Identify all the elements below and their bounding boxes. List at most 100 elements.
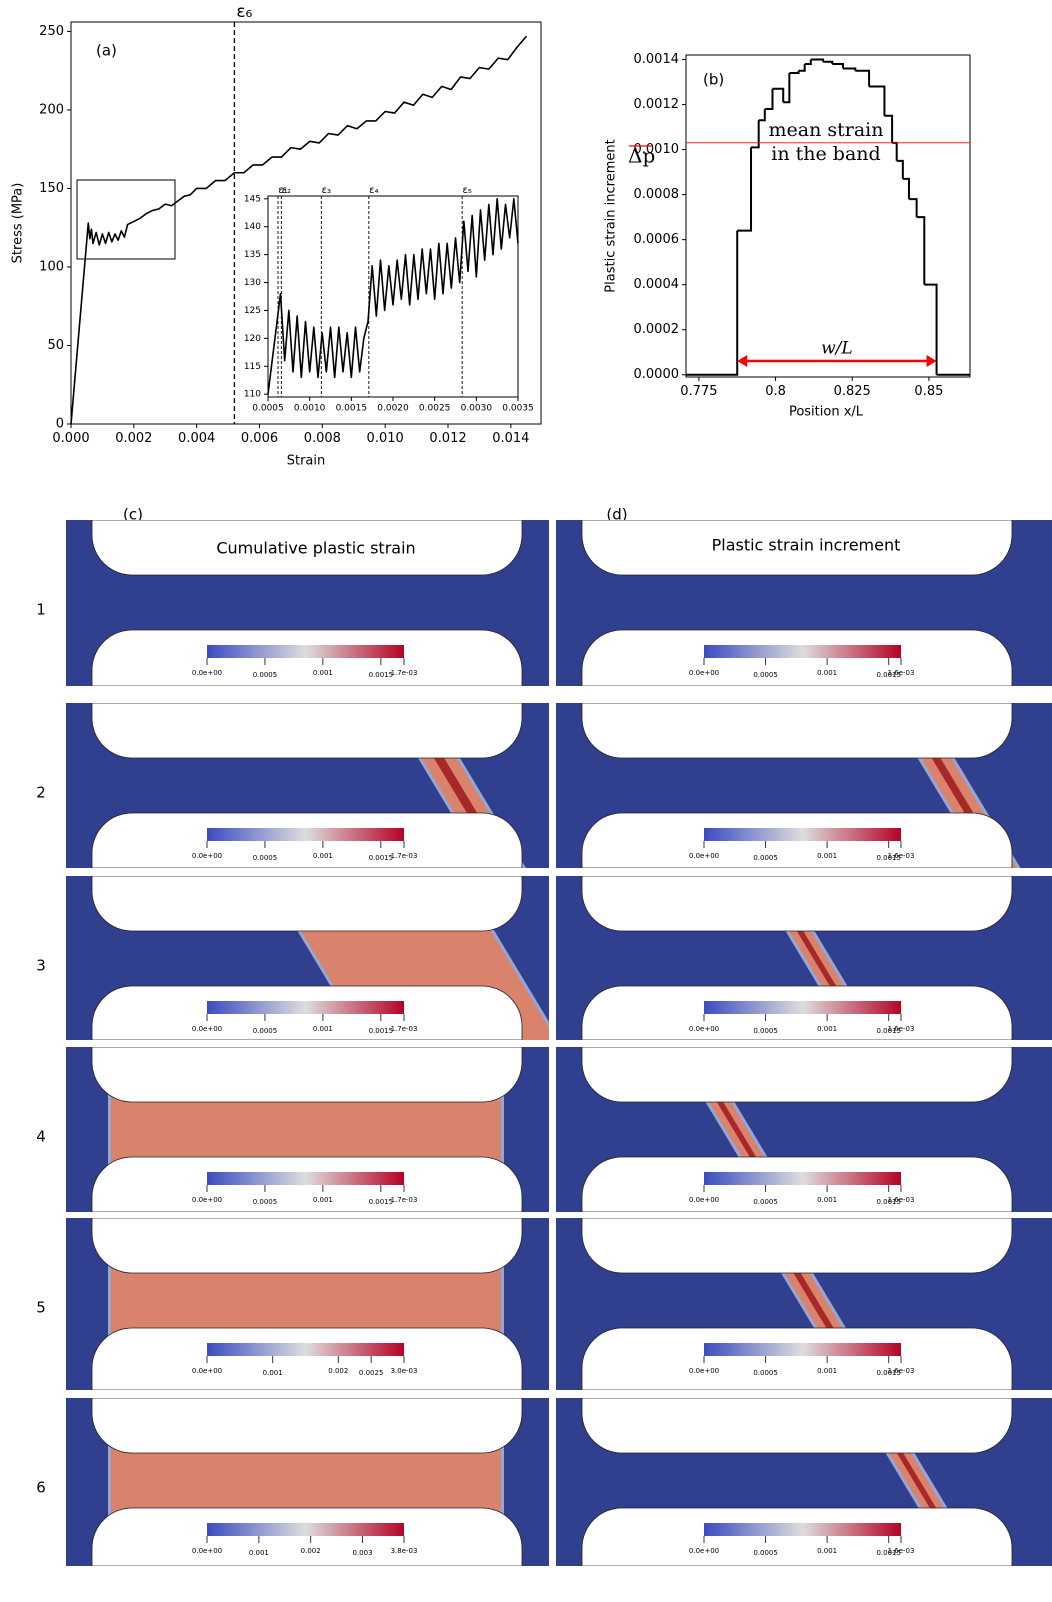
y-tick-label: 0.0002 xyxy=(634,322,680,337)
x-tick-label: 0.000 xyxy=(52,431,89,446)
colorbar-tick-label: 0.0005 xyxy=(253,854,278,862)
zoom-box xyxy=(76,179,176,260)
specimen xyxy=(66,703,549,868)
y-tick-label: 150 xyxy=(39,181,64,196)
y-tick-label: 250 xyxy=(39,24,64,39)
y-tick-label: 115 xyxy=(244,362,261,372)
step-line xyxy=(855,69,871,87)
panel-label: (c) xyxy=(123,506,143,524)
step-line xyxy=(884,114,894,143)
colorbar-tick-label: 1.6e-03 xyxy=(888,1547,915,1555)
colorbar-tick-label: 0.0005 xyxy=(753,854,778,862)
y-tick-label: 0.0008 xyxy=(634,187,680,202)
grip-bottom xyxy=(581,1327,1013,1390)
row-label: 5 xyxy=(36,1299,46,1317)
specimen xyxy=(556,1047,1052,1212)
colorbar-tick-label: 0.0e+00 xyxy=(689,852,719,860)
specimen xyxy=(556,1398,1052,1566)
plot-area xyxy=(685,54,971,378)
x-tick-label: 0.825 xyxy=(834,384,871,399)
colorbar xyxy=(704,1523,901,1536)
colorbar-tick-label: 0.001 xyxy=(817,852,837,860)
grip-top xyxy=(581,1218,1013,1274)
y-tick-label: 0.0012 xyxy=(634,97,680,112)
band-stripe xyxy=(0,1047,70,1212)
colorbar-tick-label: 0.0e+00 xyxy=(192,852,222,860)
y-axis-label: Stress (MPa) xyxy=(11,183,26,264)
y-tick-label: 0 xyxy=(56,417,64,432)
colorbar xyxy=(704,1001,901,1014)
x-tick-label: 0.010 xyxy=(367,431,404,446)
grip-top xyxy=(91,520,523,576)
step-line xyxy=(916,216,926,285)
step-line xyxy=(896,159,904,179)
marker-label: ε₅ xyxy=(462,185,471,196)
colorbar-tick-label: 0.0e+00 xyxy=(689,1196,719,1204)
y-axis-label: Plastic strain increment xyxy=(604,139,619,292)
colorbar-tick-label: 3.0e-03 xyxy=(391,1367,418,1375)
step-line xyxy=(772,87,785,103)
colorbar-tick-label: 0.0015 xyxy=(876,1549,901,1557)
colorbar-tick-label: 0.001 xyxy=(313,1025,333,1033)
y-tick-label: 0.0004 xyxy=(634,277,680,292)
marker-label: ε₆ xyxy=(236,2,252,22)
row-label: 1 xyxy=(36,601,46,619)
note: mean strain xyxy=(769,119,884,141)
colorbar-tick-label: 0.0005 xyxy=(753,1027,778,1035)
y-tick-label: 140 xyxy=(244,222,261,232)
y-tick-label: 125 xyxy=(244,306,261,316)
x-tick-label: 0.0015 xyxy=(336,404,368,414)
colorbar-tick-label: 3.8e-03 xyxy=(391,1547,418,1555)
colorbar-tick-label: 0.0e+00 xyxy=(192,1025,222,1033)
specimen xyxy=(556,876,1052,1040)
grip-top xyxy=(581,1398,1013,1454)
colorbar-tick-label: 0.0e+00 xyxy=(192,669,222,677)
x-tick-label: 0.012 xyxy=(429,431,466,446)
step-line xyxy=(804,59,812,66)
colorbar-tick-label: 0.0005 xyxy=(753,1369,778,1377)
y-tick-label: 135 xyxy=(244,250,261,260)
grip-bottom xyxy=(91,1327,523,1390)
colorbar-tick-label: 1.6e-03 xyxy=(888,1196,915,1204)
grip-top xyxy=(91,1047,523,1103)
colorbar-tick-label: 0.0e+00 xyxy=(192,1547,222,1555)
x-tick-label: 0.0020 xyxy=(377,404,409,414)
colorbar-tick-label: 0.0005 xyxy=(253,671,278,679)
colorbar-tick-label: 1.7e-03 xyxy=(391,1025,418,1033)
colorbar xyxy=(704,1343,901,1356)
x-tick-label: 0.775 xyxy=(680,384,717,399)
colorbar xyxy=(704,1172,901,1185)
grip-top xyxy=(91,703,523,759)
y-tick-label: 0.0000 xyxy=(634,367,680,382)
y-tick-label: 120 xyxy=(244,334,261,344)
mean-label: Δp xyxy=(628,144,655,168)
x-tick-label: 0.008 xyxy=(304,431,341,446)
colorbar-tick-label: 0.0025 xyxy=(359,1369,384,1377)
panel-label: (d) xyxy=(606,506,627,524)
x-tick-label: 0.002 xyxy=(115,431,152,446)
colorbar-tick-label: 1.6e-03 xyxy=(888,852,915,860)
colorbar-tick-label: 0.0e+00 xyxy=(689,669,719,677)
colorbar-tick-label: 0.0005 xyxy=(753,1198,778,1206)
specimen xyxy=(556,703,1052,868)
colorbar-tick-label: 0.001 xyxy=(313,669,333,677)
colorbar-tick-label: 0.001 xyxy=(817,1547,837,1555)
x-tick-label: 0.0030 xyxy=(461,404,493,414)
row-label: 3 xyxy=(36,957,46,975)
colorbar-tick-label: 0.0005 xyxy=(753,1549,778,1557)
colorbar-tick-label: 1.7e-03 xyxy=(391,669,418,677)
colorbar-tick-label: 0.001 xyxy=(817,1196,837,1204)
colorbar-tick-label: 1.6e-03 xyxy=(888,1367,915,1375)
step-line xyxy=(798,64,806,72)
colorbar-tick-label: 1.7e-03 xyxy=(391,1196,418,1204)
colorbar xyxy=(207,645,404,658)
x-axis-label: Position x/L xyxy=(789,405,864,420)
grip-top xyxy=(91,1398,523,1454)
x-axis-label: Strain xyxy=(287,454,326,469)
x-tick-label: 0.0010 xyxy=(294,404,326,414)
y-tick-label: 200 xyxy=(39,102,64,117)
colorbar-tick-label: 1.6e-03 xyxy=(888,1025,915,1033)
row-label: 4 xyxy=(36,1128,46,1146)
colorbar-tick-label: 0.001 xyxy=(249,1549,269,1557)
